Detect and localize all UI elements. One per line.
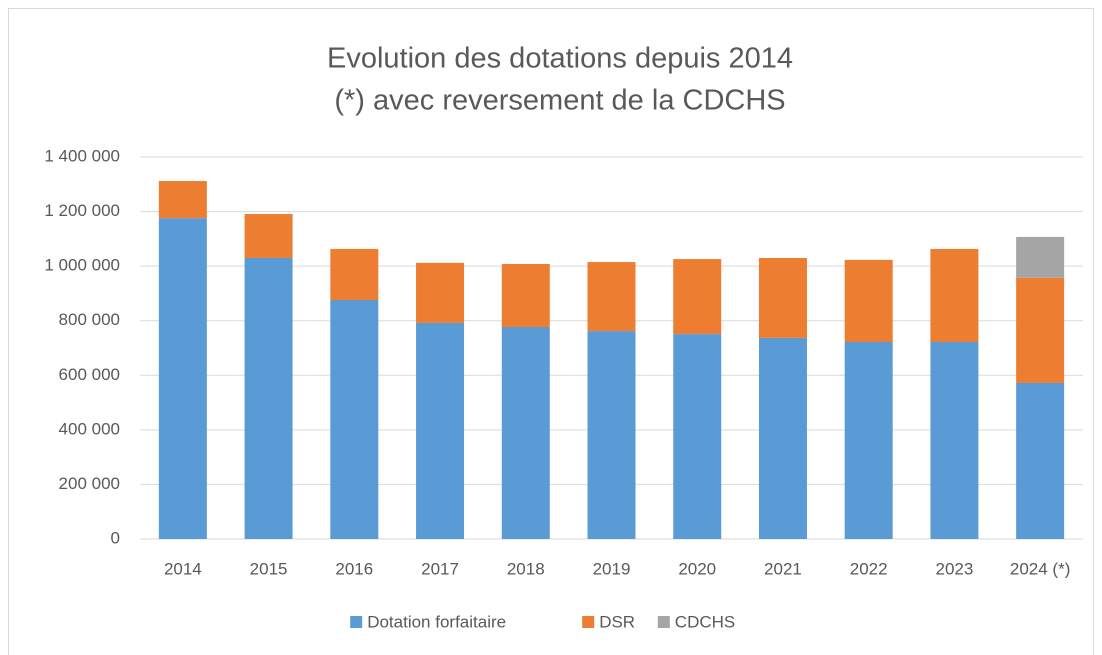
bar-segment <box>1016 382 1065 539</box>
bar-segment <box>158 181 207 219</box>
bar-segment <box>758 337 807 539</box>
x-tick-label: 2015 <box>250 559 288 578</box>
x-tick-label: 2018 <box>507 559 545 578</box>
y-tick-label: 800 000 <box>59 310 120 329</box>
bar-segment <box>1016 277 1065 383</box>
bar-segment <box>844 341 893 539</box>
x-tick-label: 2019 <box>593 559 631 578</box>
y-tick-label: 0 <box>111 528 120 547</box>
y-tick-label: 400 000 <box>59 419 120 438</box>
y-tick-label: 600 000 <box>59 365 120 384</box>
x-tick-label: 2023 <box>935 559 973 578</box>
legend-swatch <box>657 616 670 628</box>
x-tick-label: 2017 <box>421 559 459 578</box>
bar-segment <box>158 218 207 539</box>
x-tick-label: 2020 <box>678 559 716 578</box>
x-tick-label: 2021 <box>764 559 802 578</box>
bar-segment <box>930 341 979 539</box>
bar-segment <box>330 248 379 300</box>
bar-segment <box>244 257 293 539</box>
bar-segment <box>501 326 550 539</box>
bar-segment <box>587 331 636 539</box>
bar-segment <box>501 263 550 327</box>
legend-label: DSR <box>599 612 635 631</box>
x-tick-label: 2016 <box>335 559 373 578</box>
legend-label: CDCHS <box>675 612 735 631</box>
bar-segment <box>673 334 722 539</box>
y-tick-label: 200 000 <box>59 474 120 493</box>
legend-swatch <box>350 616 363 628</box>
legend-label: Dotation forfaitaire <box>367 612 506 631</box>
bar-segment <box>930 248 979 342</box>
y-tick-label: 1 200 000 <box>44 201 120 220</box>
bar-segment <box>587 262 636 332</box>
bar-segment <box>1016 236 1065 278</box>
bar-segment <box>758 257 807 338</box>
chart-title: Evolution des dotations depuis 2014 <box>327 43 793 75</box>
legend-swatch <box>582 616 595 628</box>
bar-segment <box>673 259 722 335</box>
y-tick-label: 1 400 000 <box>44 146 120 165</box>
x-tick-label: 2024 (*) <box>1010 559 1070 578</box>
bar-segment <box>416 262 465 323</box>
bar-segment <box>844 259 893 342</box>
bar-segment <box>330 299 379 539</box>
x-tick-label: 2014 <box>164 559 202 578</box>
chart-title: (*) avec reversement de la CDCHS <box>334 85 785 117</box>
y-tick-label: 1 000 000 <box>44 256 120 275</box>
x-tick-label: 2022 <box>850 559 888 578</box>
bar-segment <box>244 214 293 258</box>
bar-segment <box>416 322 465 539</box>
